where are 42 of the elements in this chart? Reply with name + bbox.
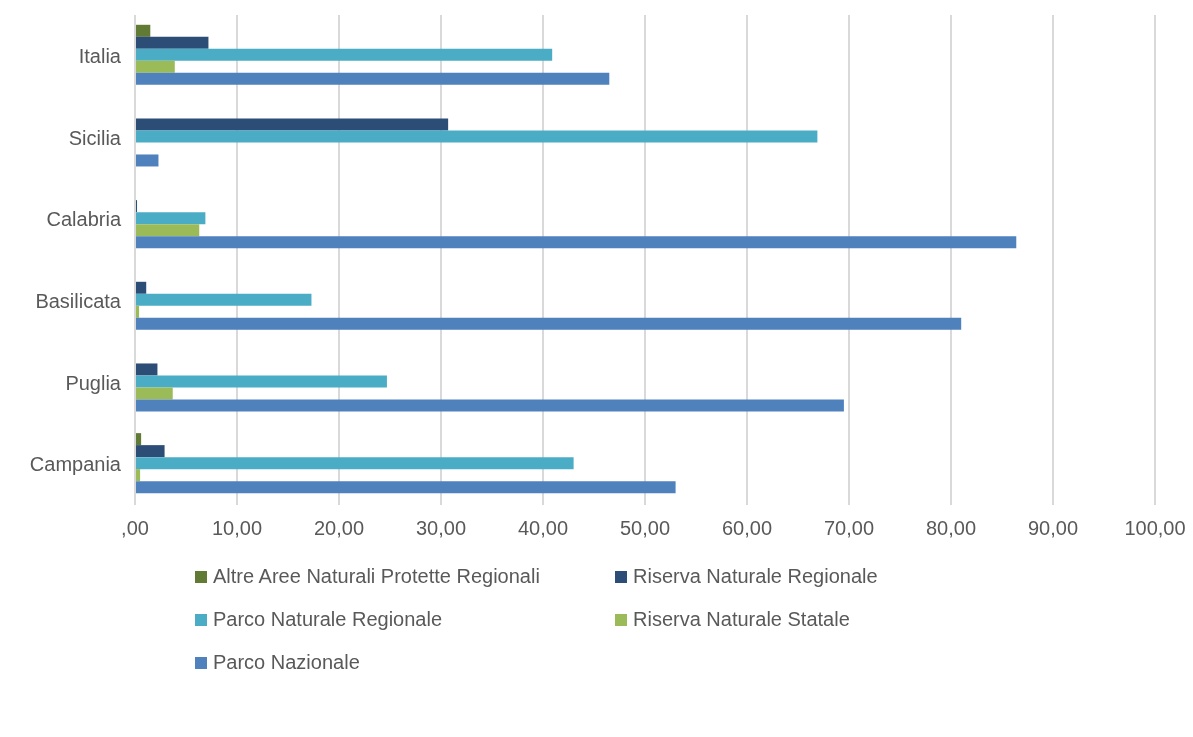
x-tick-label: 60,00	[721, 517, 773, 540]
x-tick-label: 20,00	[313, 517, 365, 540]
bar	[135, 363, 158, 376]
bar	[135, 387, 173, 400]
legend-label: Altre Aree Naturali Protette Regionali	[213, 565, 540, 588]
bar	[135, 60, 175, 73]
bar	[135, 293, 312, 306]
bar	[135, 130, 818, 143]
x-tick-label: 80,00	[925, 517, 977, 540]
y-tick-label: Sicilia	[68, 126, 122, 149]
y-tick-label: Calabria	[46, 208, 122, 231]
bar	[135, 48, 553, 61]
bar	[135, 72, 610, 85]
x-tick-label: 100,00	[1124, 517, 1186, 540]
x-tick-label: 50,00	[619, 517, 671, 540]
bar	[135, 317, 962, 330]
x-tick-label: 30,00	[415, 517, 467, 540]
legend-label: Riserva Naturale Regionale	[633, 565, 878, 588]
x-tick-label: 70,00	[823, 517, 875, 540]
y-tick-label: Italia	[78, 44, 122, 67]
bar	[135, 481, 676, 494]
x-tick-label: 10,00	[211, 517, 263, 540]
x-tick-label: 90,00	[1027, 517, 1079, 540]
bar	[135, 445, 165, 458]
bar	[135, 212, 206, 225]
legend-label: Parco Nazionale	[213, 651, 360, 674]
y-tick-label: Basilicata	[35, 289, 122, 312]
bar	[135, 24, 151, 37]
y-tick-label: Campania	[29, 453, 122, 476]
x-tick-label: ,00	[121, 517, 149, 540]
bar	[135, 224, 200, 237]
y-tick-label: Puglia	[65, 371, 122, 394]
bar	[135, 375, 387, 388]
x-tick-label: 40,00	[517, 517, 569, 540]
bar	[135, 236, 1017, 249]
bar	[135, 36, 209, 49]
bar	[135, 457, 574, 470]
bar	[135, 399, 844, 412]
bar	[135, 118, 449, 131]
legend-label: Riserva Naturale Statale	[633, 608, 850, 631]
bar	[135, 154, 159, 167]
legend-label: Parco Naturale Regionale	[213, 608, 443, 631]
